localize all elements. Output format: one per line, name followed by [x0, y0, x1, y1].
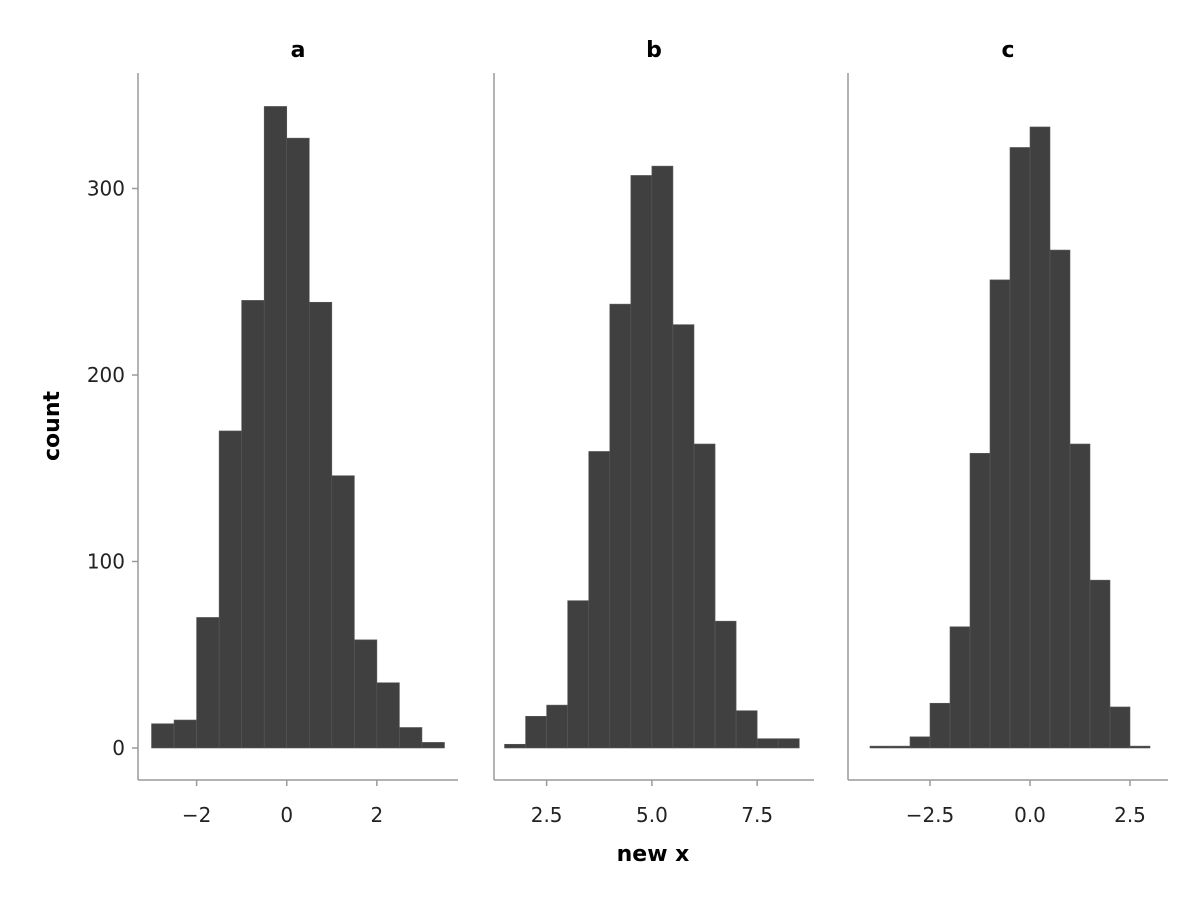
x-axis-title: new x	[617, 842, 690, 867]
bar-b-4	[588, 451, 611, 749]
bar-b-1	[525, 715, 547, 749]
x-tick-label-a-1: 0	[280, 803, 293, 827]
x-tick-label-c-0: −2.5	[906, 803, 955, 827]
bar-a-12	[421, 742, 445, 749]
panel-title-b: b	[646, 38, 662, 63]
y-tick-label-0: 0	[112, 736, 125, 760]
bar-a-7	[308, 301, 333, 749]
bar-b-7	[651, 165, 674, 749]
bar-c-7	[1009, 147, 1031, 749]
bar-a-5	[263, 106, 288, 749]
bar-b-8	[672, 324, 695, 749]
bar-a-3	[218, 430, 242, 749]
bar-c-1	[889, 745, 911, 749]
x-tick-label-c-1: 0.0	[1014, 803, 1046, 827]
panel-c: −2.5 0.0 2.5 c	[847, 38, 1168, 827]
bar-a-8	[331, 475, 355, 749]
bar-b-12	[756, 738, 779, 749]
panel-title-c: c	[1001, 38, 1014, 63]
bar-c-6	[989, 279, 1011, 749]
bar-c-3	[929, 702, 951, 749]
x-tick-label-a-0: −2	[182, 803, 211, 827]
bar-c-5	[969, 453, 991, 749]
x-tick-label-c-2: 2.5	[1114, 803, 1146, 827]
bar-c-11	[1089, 579, 1111, 749]
bar-b-6	[630, 175, 653, 749]
bar-b-9	[693, 443, 716, 749]
bar-c-2	[909, 736, 931, 749]
bar-b-5	[609, 303, 632, 749]
bar-c-12	[1109, 706, 1131, 749]
bar-c-9	[1049, 249, 1071, 749]
bar-b-2	[546, 704, 568, 749]
x-tick-label-b-0: 2.5	[531, 803, 563, 827]
bar-c-0	[869, 745, 891, 749]
bar-b-0	[504, 743, 526, 749]
panel-b: 2.5 5.0 7.5 b	[493, 38, 814, 827]
bar-c-13	[1129, 745, 1151, 749]
y-tick-label-3: 300	[87, 177, 125, 201]
bar-c-8	[1029, 126, 1051, 749]
bar-c-10	[1069, 443, 1091, 749]
x-tick-label-b-2: 7.5	[741, 803, 773, 827]
x-tick-label-a-2: 2	[371, 803, 384, 827]
bar-a-9	[354, 639, 378, 749]
x-tick-label-b-1: 5.0	[636, 803, 668, 827]
bar-a-4	[241, 300, 265, 749]
bar-a-0	[151, 723, 175, 749]
y-tick-label-1: 100	[87, 550, 125, 574]
bar-b-3	[567, 600, 590, 749]
panels-group: −2 0 2 0 100 200 300 a 2.5 5.0 7.5 b −2.5 0.0 2.5 c	[87, 38, 1168, 827]
bar-a-1	[173, 719, 197, 749]
bar-c-4	[949, 626, 971, 749]
panel-title-a: a	[291, 38, 306, 63]
bar-a-6	[286, 137, 310, 749]
bar-b-11	[735, 710, 758, 749]
bar-a-10	[376, 682, 400, 749]
bar-b-10	[714, 620, 737, 749]
y-tick-label-2: 200	[87, 363, 125, 387]
bar-b-13	[777, 738, 800, 749]
bar-a-2	[196, 617, 220, 749]
y-axis-title: count	[40, 391, 65, 461]
panel-a: −2 0 2 0 100 200 300 a	[87, 38, 458, 827]
bar-a-11	[399, 727, 423, 749]
